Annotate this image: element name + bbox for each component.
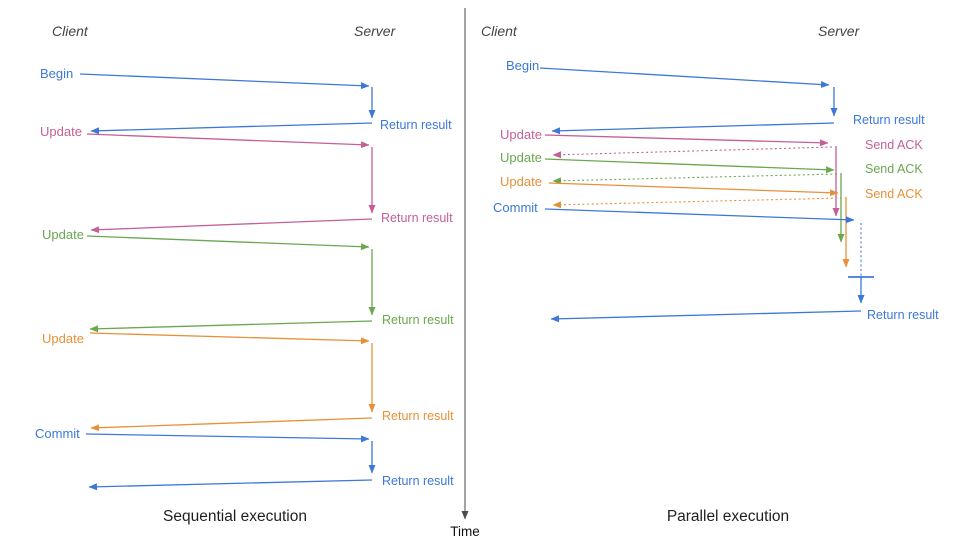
par-begin-request-arrow xyxy=(539,67,830,89)
par-begin-response-arrow xyxy=(551,122,835,135)
par-message-update3: Update Send ACK xyxy=(500,174,923,268)
par-update1-label: Update xyxy=(500,127,542,142)
seq-update2-request-arrow xyxy=(86,235,370,251)
par-update3-label: Update xyxy=(500,174,542,189)
time-axis-label: Time xyxy=(450,524,480,539)
par-commit-response-arrow xyxy=(550,310,862,323)
seq-message-update3: Update Return result xyxy=(42,331,454,432)
parallel-diagram: Client Server Begin Return result Update… xyxy=(481,23,939,525)
seq-message-begin: Begin Return result xyxy=(40,66,452,135)
seq-begin-response-arrow xyxy=(90,122,373,135)
seq-update1-request-arrow xyxy=(86,133,370,149)
par-update3-ack-arrow xyxy=(552,197,843,209)
par-begin-label: Begin xyxy=(506,58,539,73)
seq-commit-response-arrow xyxy=(88,479,373,491)
seq-server-heading: Server xyxy=(354,23,397,39)
par-update1-request-arrow xyxy=(544,134,829,147)
seq-begin-response-label: Return result xyxy=(380,118,452,132)
seq-client-heading: Client xyxy=(52,23,89,39)
seq-update3-label: Update xyxy=(42,331,84,346)
seq-message-commit: Commit Return result xyxy=(35,426,454,491)
seq-update2-label: Update xyxy=(42,227,84,242)
par-update2-ack-label: Send ACK xyxy=(865,162,923,176)
par-message-commit: Commit Return result xyxy=(493,200,939,323)
seq-update3-response-label: Return result xyxy=(382,409,454,423)
par-update3-ack-label: Send ACK xyxy=(865,187,923,201)
parallel-title: Parallel execution xyxy=(667,508,789,525)
par-commit-response-label: Return result xyxy=(867,308,939,322)
par-update2-request-arrow xyxy=(544,158,835,174)
par-update2-label: Update xyxy=(500,150,542,165)
seq-update3-request-arrow xyxy=(89,332,370,345)
seq-update3-response-arrow xyxy=(90,417,373,432)
par-client-heading: Client xyxy=(481,23,518,39)
seq-update1-response-arrow xyxy=(90,218,373,234)
seq-begin-label: Begin xyxy=(40,66,73,81)
par-update3-request-arrow xyxy=(548,182,839,197)
seq-commit-response-label: Return result xyxy=(382,474,454,488)
sequential-title: Sequential execution xyxy=(163,508,307,525)
seq-commit-label: Commit xyxy=(35,426,80,441)
seq-update1-response-label: Return result xyxy=(381,211,453,225)
par-commit-label: Commit xyxy=(493,200,538,215)
par-begin-response-label: Return result xyxy=(853,113,925,127)
sequential-diagram: Client Server Begin Return result Update… xyxy=(35,23,454,525)
par-message-begin: Begin Return result xyxy=(506,58,925,135)
par-message-update2: Update Send ACK xyxy=(500,150,923,243)
seq-update2-response-label: Return result xyxy=(382,313,454,327)
par-update2-ack-arrow xyxy=(552,173,838,185)
par-commit-request-arrow xyxy=(544,208,855,224)
seq-update1-label: Update xyxy=(40,124,82,139)
seq-message-update1: Update Return result xyxy=(40,124,453,234)
par-update1-ack-arrow xyxy=(552,146,833,159)
par-update1-ack-label: Send ACK xyxy=(865,138,923,152)
par-message-update1: Update Send ACK xyxy=(500,127,923,217)
seq-message-update2: Update Return result xyxy=(42,227,454,333)
time-axis: Time xyxy=(450,8,480,539)
seq-update2-response-arrow xyxy=(89,320,373,333)
seq-begin-request-arrow xyxy=(79,73,370,90)
seq-commit-request-arrow xyxy=(85,433,370,443)
par-server-heading: Server xyxy=(818,23,861,39)
